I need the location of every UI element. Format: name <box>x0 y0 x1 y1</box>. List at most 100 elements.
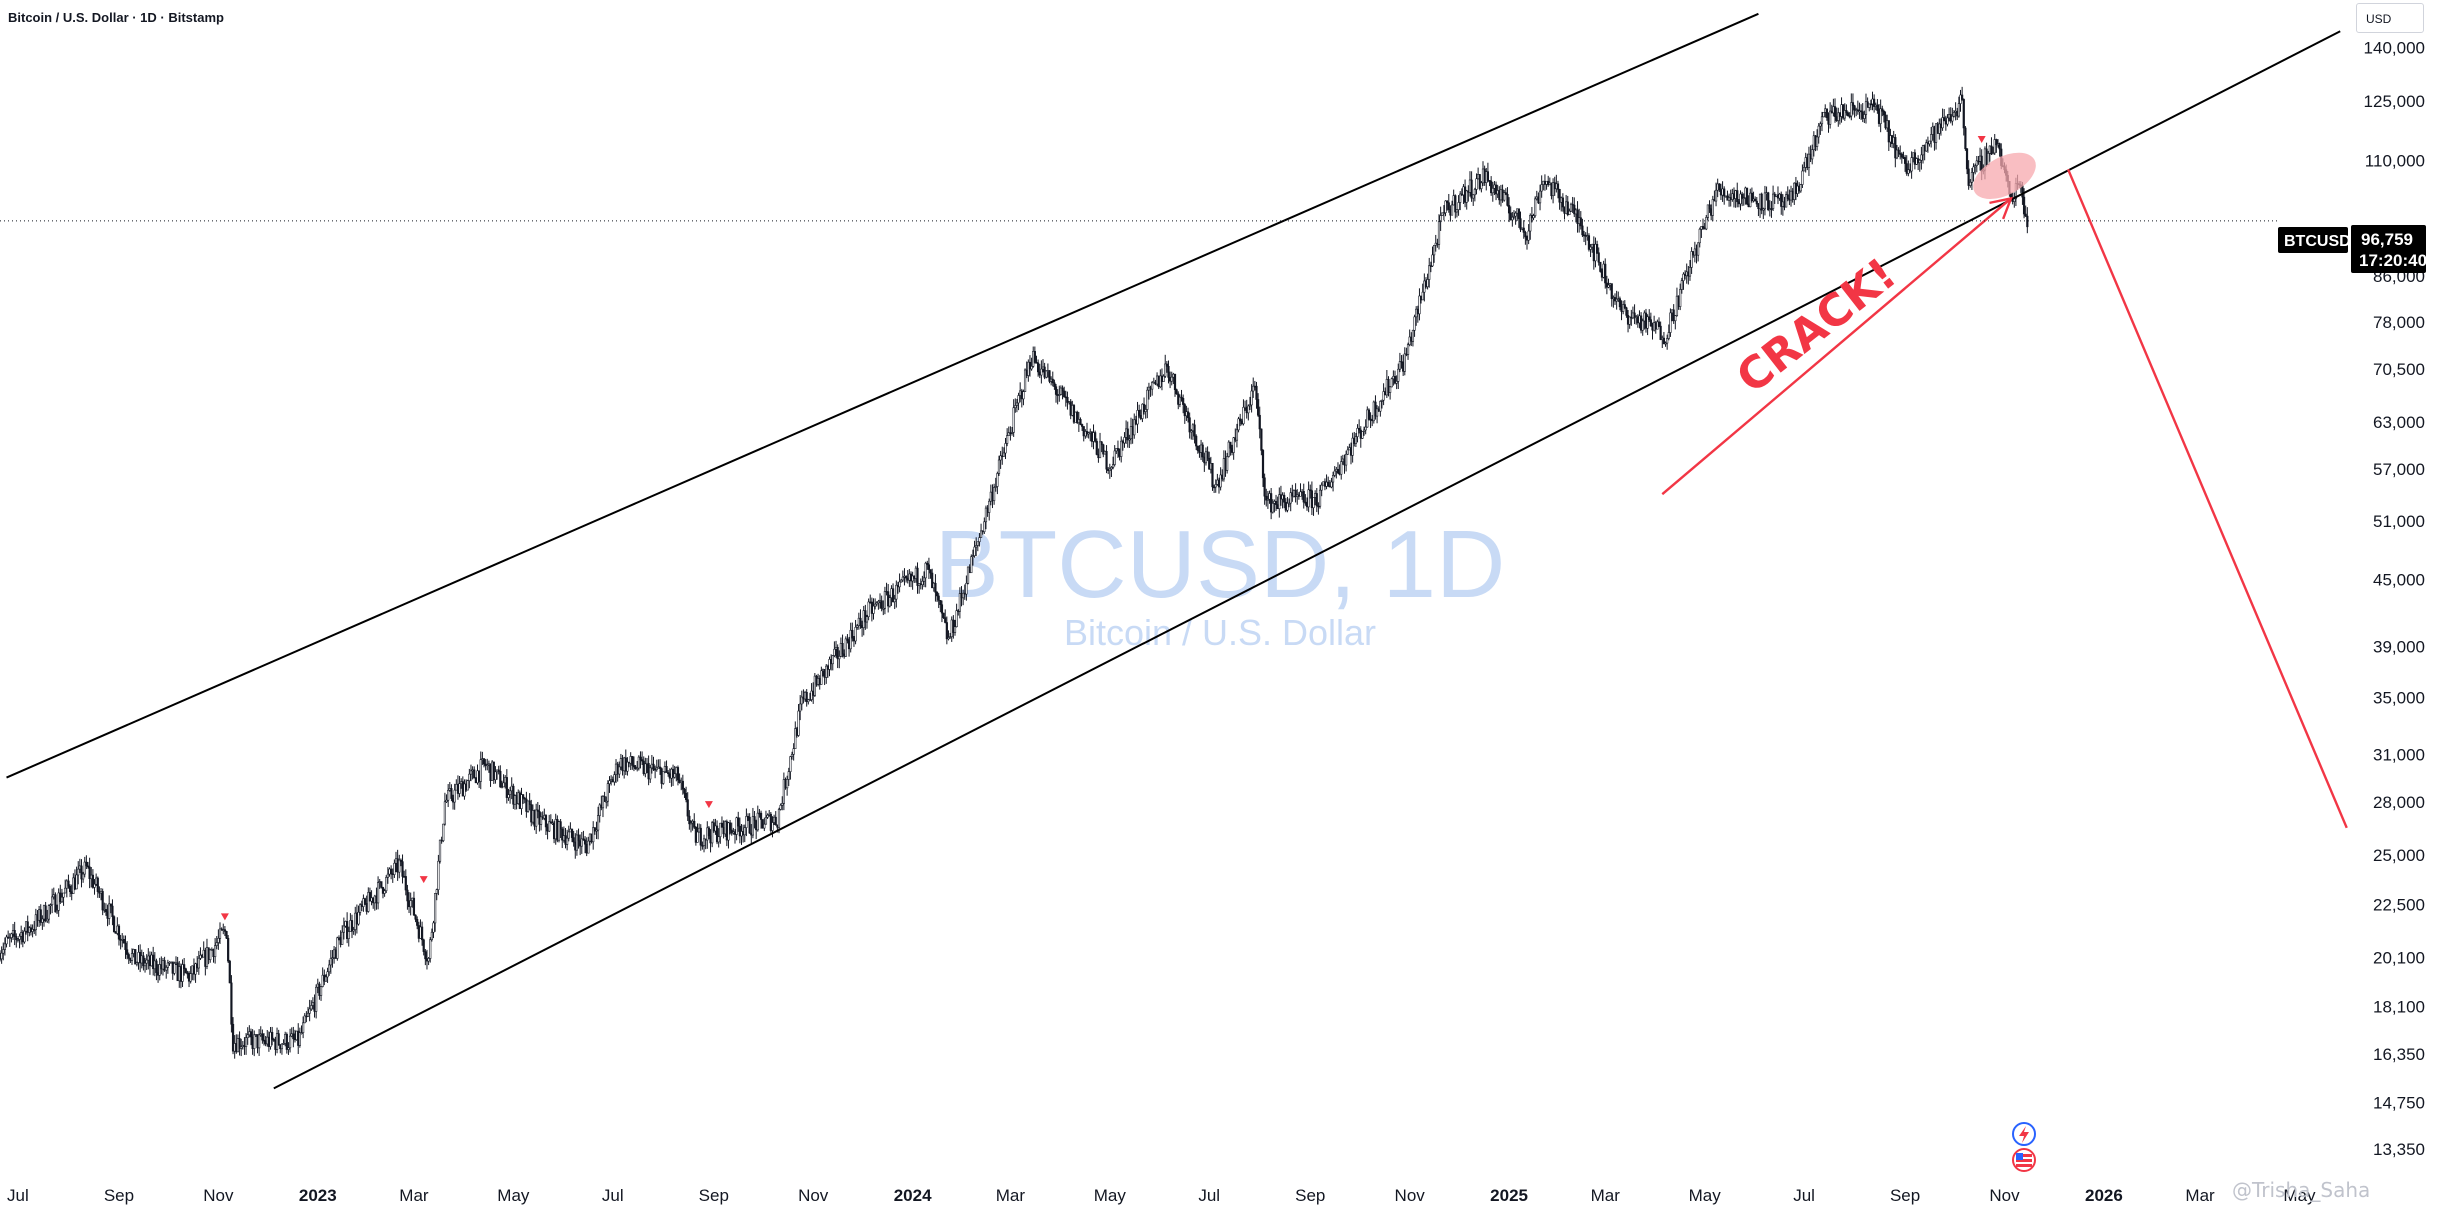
candle <box>197 950 200 975</box>
candle <box>593 827 596 835</box>
candle <box>942 612 945 620</box>
breakdown-highlight[interactable] <box>1966 143 2044 208</box>
price-axis[interactable]: 140,000125,000110,00086,00078,00070,5006… <box>2364 39 2425 1159</box>
candle <box>500 780 504 789</box>
candle <box>671 764 675 786</box>
candle <box>1876 99 1879 114</box>
signal-marker[interactable] <box>220 913 229 921</box>
candle <box>240 1038 243 1057</box>
candle <box>215 936 218 950</box>
currency-selector[interactable]: USD <box>2356 3 2424 33</box>
candle <box>745 808 748 837</box>
candle <box>944 609 947 624</box>
candle <box>921 575 924 590</box>
candle <box>1257 393 1260 417</box>
candle <box>905 575 908 583</box>
candle <box>67 874 70 889</box>
watermark-symbol: BTCUSD, 1D <box>934 511 1506 618</box>
candle <box>117 924 121 946</box>
candle <box>1418 288 1421 321</box>
candle <box>51 888 54 914</box>
time-tick-label: May <box>2283 1186 2316 1205</box>
candle <box>800 690 803 711</box>
candle <box>54 892 57 913</box>
candle <box>1995 138 1998 153</box>
candle <box>1952 109 1956 118</box>
upper-channel-line[interactable] <box>6 12 1759 779</box>
candle <box>145 954 148 971</box>
projection-arrow[interactable] <box>2066 168 2348 829</box>
candle <box>764 810 768 825</box>
lower-channel-line[interactable] <box>273 30 2341 1090</box>
candle <box>1576 201 1579 233</box>
us-flag-icon[interactable] <box>2012 1148 2036 1172</box>
candle <box>916 562 919 594</box>
candle <box>1286 496 1289 513</box>
candle <box>1442 205 1445 221</box>
candle <box>658 759 662 775</box>
price-tick-label: 63,000 <box>2373 413 2425 432</box>
signal-marker[interactable] <box>1977 135 1986 143</box>
candle <box>1755 196 1758 208</box>
candle <box>287 1042 290 1055</box>
candle <box>1745 187 1749 206</box>
candle <box>494 766 497 784</box>
annotation-layer[interactable]: CRACK! <box>1661 143 2348 829</box>
candle <box>880 595 883 612</box>
candle <box>1532 213 1535 221</box>
signal-marker[interactable] <box>704 801 713 809</box>
candle <box>1151 380 1154 396</box>
candle <box>782 772 785 811</box>
watermark-name: Bitcoin / U.S. Dollar <box>1063 612 1377 653</box>
candle <box>1750 187 1754 203</box>
candle <box>976 541 979 552</box>
candle <box>971 549 975 566</box>
candle <box>8 933 11 947</box>
candle <box>1669 308 1672 337</box>
candle <box>183 957 186 976</box>
candle <box>55 904 59 915</box>
candle <box>1004 437 1007 460</box>
candle <box>1336 462 1340 475</box>
candle <box>44 901 47 923</box>
candle <box>598 803 601 823</box>
candle <box>1723 186 1726 205</box>
candle <box>249 1028 253 1046</box>
candle <box>1666 334 1669 350</box>
candle <box>302 1016 305 1039</box>
candle <box>606 780 609 807</box>
candle <box>1356 424 1359 443</box>
candle <box>341 925 344 945</box>
signal-marker[interactable] <box>419 876 428 884</box>
candle <box>1398 352 1401 373</box>
candle <box>1659 321 1662 341</box>
candle <box>1248 396 1252 410</box>
candle <box>1045 370 1048 379</box>
candle <box>1475 173 1478 195</box>
candle <box>766 813 769 819</box>
candle <box>1903 154 1907 172</box>
lightning-icon[interactable] <box>2012 1122 2036 1146</box>
candle <box>526 800 530 813</box>
trendline-layer[interactable] <box>6 12 2341 1090</box>
candle <box>1345 450 1348 472</box>
candle <box>225 930 228 939</box>
candle <box>1473 187 1476 202</box>
candle <box>699 824 702 851</box>
chart-title[interactable]: Bitcoin / U.S. Dollar · 1D · Bitstamp <box>8 10 224 25</box>
candle <box>10 932 13 943</box>
candle <box>1095 438 1098 456</box>
crack-annotation[interactable]: CRACK! <box>1727 249 1906 404</box>
candle <box>184 967 187 974</box>
candle <box>1714 182 1718 207</box>
time-axis[interactable]: Jul Sep Nov 2023 Mar May Jul Sep Nov 2024 Mar May Ju… <box>7 1186 2316 1205</box>
candle <box>1534 196 1537 218</box>
candle <box>939 600 942 613</box>
candle <box>1820 111 1824 132</box>
candle <box>466 779 469 791</box>
candle <box>39 904 42 926</box>
candle <box>748 813 751 834</box>
crack-arrow[interactable] <box>1661 197 2012 496</box>
candle <box>673 765 676 779</box>
